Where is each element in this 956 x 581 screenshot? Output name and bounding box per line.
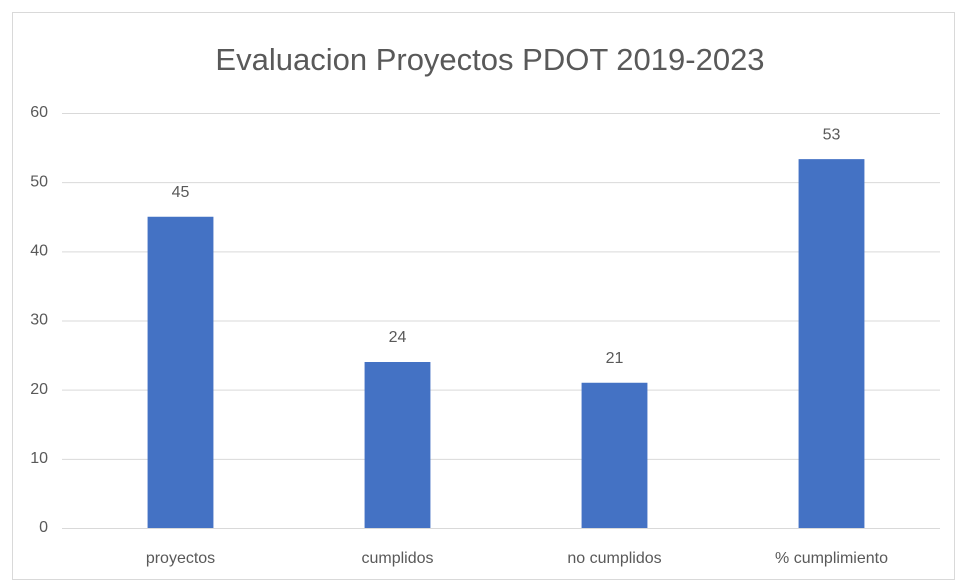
y-tick-label: 0 — [39, 519, 48, 536]
bar — [798, 159, 865, 529]
data-label: 21 — [606, 350, 624, 367]
bar — [581, 382, 648, 528]
bar — [147, 216, 214, 528]
y-tick-label: 50 — [30, 173, 48, 190]
x-tick-label: proyectos — [146, 550, 215, 567]
data-label: 45 — [172, 184, 190, 201]
data-label: 53 — [823, 126, 841, 143]
x-tick-label: cumplidos — [361, 550, 433, 567]
x-tick-label: % cumplimiento — [775, 550, 888, 567]
bar — [364, 362, 431, 528]
y-tick-label: 30 — [30, 312, 48, 329]
chart-title: Evaluacion Proyectos PDOT 2019-2023 — [215, 42, 764, 77]
y-tick-label: 60 — [30, 104, 48, 121]
y-tick-label: 40 — [30, 243, 48, 260]
y-tick-label: 10 — [30, 450, 48, 467]
x-tick-label: no cumplidos — [567, 550, 661, 567]
data-label: 24 — [389, 329, 407, 346]
y-tick-label: 20 — [30, 381, 48, 398]
